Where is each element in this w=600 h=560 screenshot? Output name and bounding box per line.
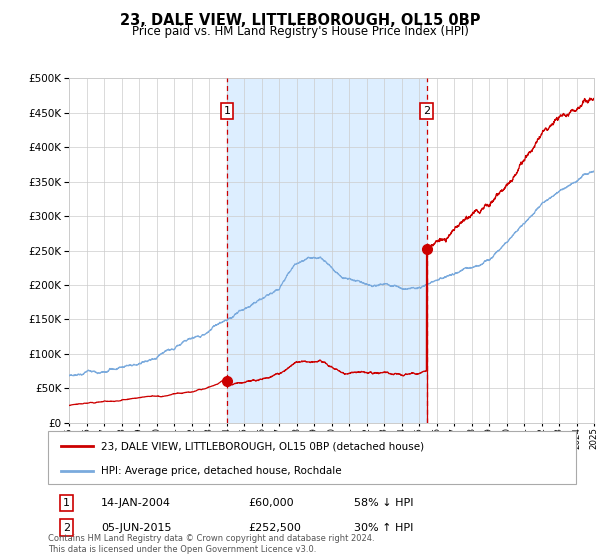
Text: 23, DALE VIEW, LITTLEBOROUGH, OL15 0BP (detached house): 23, DALE VIEW, LITTLEBOROUGH, OL15 0BP (… [101,441,424,451]
Text: 1: 1 [63,498,70,508]
Text: £60,000: £60,000 [248,498,294,508]
Text: 2: 2 [423,106,430,116]
Text: £252,500: £252,500 [248,522,302,533]
Text: 58% ↓ HPI: 58% ↓ HPI [354,498,414,508]
Text: Price paid vs. HM Land Registry's House Price Index (HPI): Price paid vs. HM Land Registry's House … [131,25,469,38]
FancyBboxPatch shape [48,431,576,484]
Text: Contains HM Land Registry data © Crown copyright and database right 2024.
This d: Contains HM Land Registry data © Crown c… [48,534,374,554]
Text: 05-JUN-2015: 05-JUN-2015 [101,522,172,533]
Text: 2: 2 [63,522,70,533]
Text: 23, DALE VIEW, LITTLEBOROUGH, OL15 0BP: 23, DALE VIEW, LITTLEBOROUGH, OL15 0BP [120,13,480,28]
Bar [227,78,427,423]
Text: 30% ↑ HPI: 30% ↑ HPI [354,522,413,533]
Text: 1: 1 [224,106,230,116]
Text: 14-JAN-2004: 14-JAN-2004 [101,498,171,508]
Text: HPI: Average price, detached house, Rochdale: HPI: Average price, detached house, Roch… [101,466,341,476]
